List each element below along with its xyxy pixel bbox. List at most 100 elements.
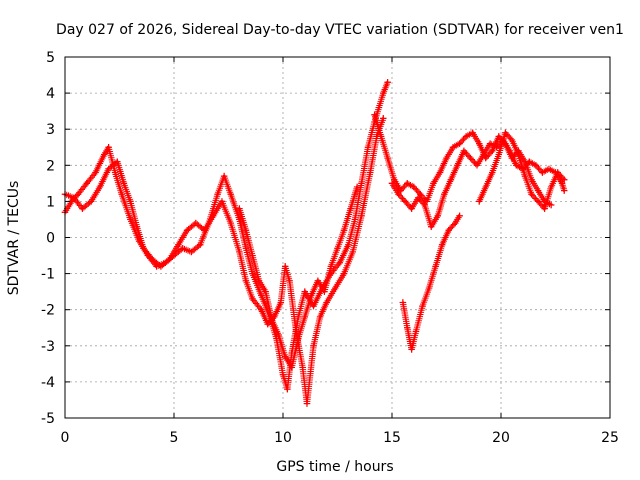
data-point: [83, 180, 90, 187]
data-point: [310, 302, 317, 310]
data-point: [292, 328, 300, 335]
data-point: [508, 136, 516, 144]
data-point: [334, 245, 341, 252]
x-tick-label: 10: [274, 430, 292, 446]
data-point: [421, 201, 428, 209]
data-point: [449, 144, 457, 151]
data-point: [188, 248, 195, 256]
data-point: [547, 183, 555, 191]
data-point: [495, 151, 503, 158]
data-point: [299, 364, 306, 371]
data-point: [456, 212, 463, 220]
data-point: [380, 115, 387, 122]
data-point: [105, 165, 112, 173]
data-point: [443, 154, 450, 162]
data-point: [410, 183, 417, 191]
data-point: [469, 129, 476, 137]
data-point: [327, 263, 335, 270]
data-point: [404, 324, 411, 331]
data-point: [218, 198, 226, 205]
data-point: [192, 219, 199, 227]
data-point: [486, 140, 494, 147]
data-point: [96, 183, 104, 191]
data-point: [301, 288, 308, 295]
data-point: [114, 158, 121, 165]
y-tick-label: 3: [46, 122, 55, 138]
data-point: [377, 133, 385, 140]
data-point: [364, 144, 372, 151]
data-point: [558, 180, 566, 187]
data-point: [271, 313, 278, 321]
series-markers: [399, 212, 463, 353]
data-point: [236, 248, 243, 256]
data-point: [539, 169, 546, 176]
y-tick-label: -3: [41, 339, 55, 355]
data-point: [534, 198, 542, 205]
data-point: [425, 284, 433, 292]
data-point: [404, 180, 411, 187]
y-tick-label: 5: [46, 50, 55, 66]
data-point: [133, 223, 141, 230]
x-tick-label: 5: [170, 430, 179, 446]
data-point: [277, 299, 285, 306]
data-point: [430, 180, 437, 187]
data-point: [314, 277, 322, 285]
data-point: [395, 190, 402, 198]
data-point: [140, 245, 147, 252]
data-point: [340, 227, 348, 234]
data-point: [351, 216, 359, 223]
data-point: [92, 169, 99, 176]
data-point: [236, 205, 243, 212]
data-point: [441, 190, 448, 198]
tick-layer: 0 5 10 15 20 25 -5 -4 -3 -2 -1 0 1 2 3 4 5: [41, 50, 619, 446]
data-point: [521, 172, 529, 180]
data-point: [249, 252, 256, 259]
data-point: [526, 158, 533, 165]
data-point: [447, 176, 455, 183]
data-point: [476, 140, 483, 147]
data-point: [456, 140, 463, 147]
data-point: [375, 104, 383, 111]
data-point: [423, 198, 431, 205]
data-point: [432, 263, 439, 270]
data-point: [242, 227, 250, 234]
data-point: [482, 183, 489, 191]
data-point: [127, 216, 134, 223]
chart-title: Day 027 of 2026, Sidereal Day-to-day VTE…: [56, 22, 624, 38]
x-tick-label: 25: [601, 430, 619, 446]
data-point: [286, 277, 293, 285]
data-point: [345, 241, 352, 248]
data-point: [157, 263, 165, 270]
data-point: [120, 180, 128, 187]
data-point: [175, 241, 182, 248]
data-point: [214, 190, 221, 198]
data-point: [258, 292, 265, 299]
data-point: [303, 400, 311, 407]
data-point: [332, 284, 339, 292]
data-point: [417, 190, 424, 198]
y-tick-label: -1: [41, 267, 55, 283]
data-point: [438, 241, 446, 248]
data-point: [532, 162, 540, 169]
y-tick-label: 1: [46, 194, 55, 210]
data-point: [561, 176, 568, 183]
data-point: [196, 241, 204, 248]
data-point: [380, 89, 387, 97]
data-point: [547, 201, 555, 209]
data-point: [493, 144, 500, 151]
data-point: [105, 144, 112, 151]
x-axis-label: GPS time / hours: [276, 459, 393, 475]
data-point: [340, 270, 348, 277]
data-point: [460, 147, 468, 155]
data-point: [258, 306, 265, 313]
data-point: [70, 194, 77, 201]
data-point: [388, 180, 396, 187]
data-point: [408, 346, 415, 353]
data-point: [384, 79, 391, 86]
data-point: [347, 205, 354, 212]
y-tick-label: 0: [46, 231, 55, 247]
data-point: [528, 190, 535, 198]
data-point: [179, 245, 186, 252]
y-tick-label: 2: [46, 158, 55, 174]
data-point: [408, 205, 415, 212]
